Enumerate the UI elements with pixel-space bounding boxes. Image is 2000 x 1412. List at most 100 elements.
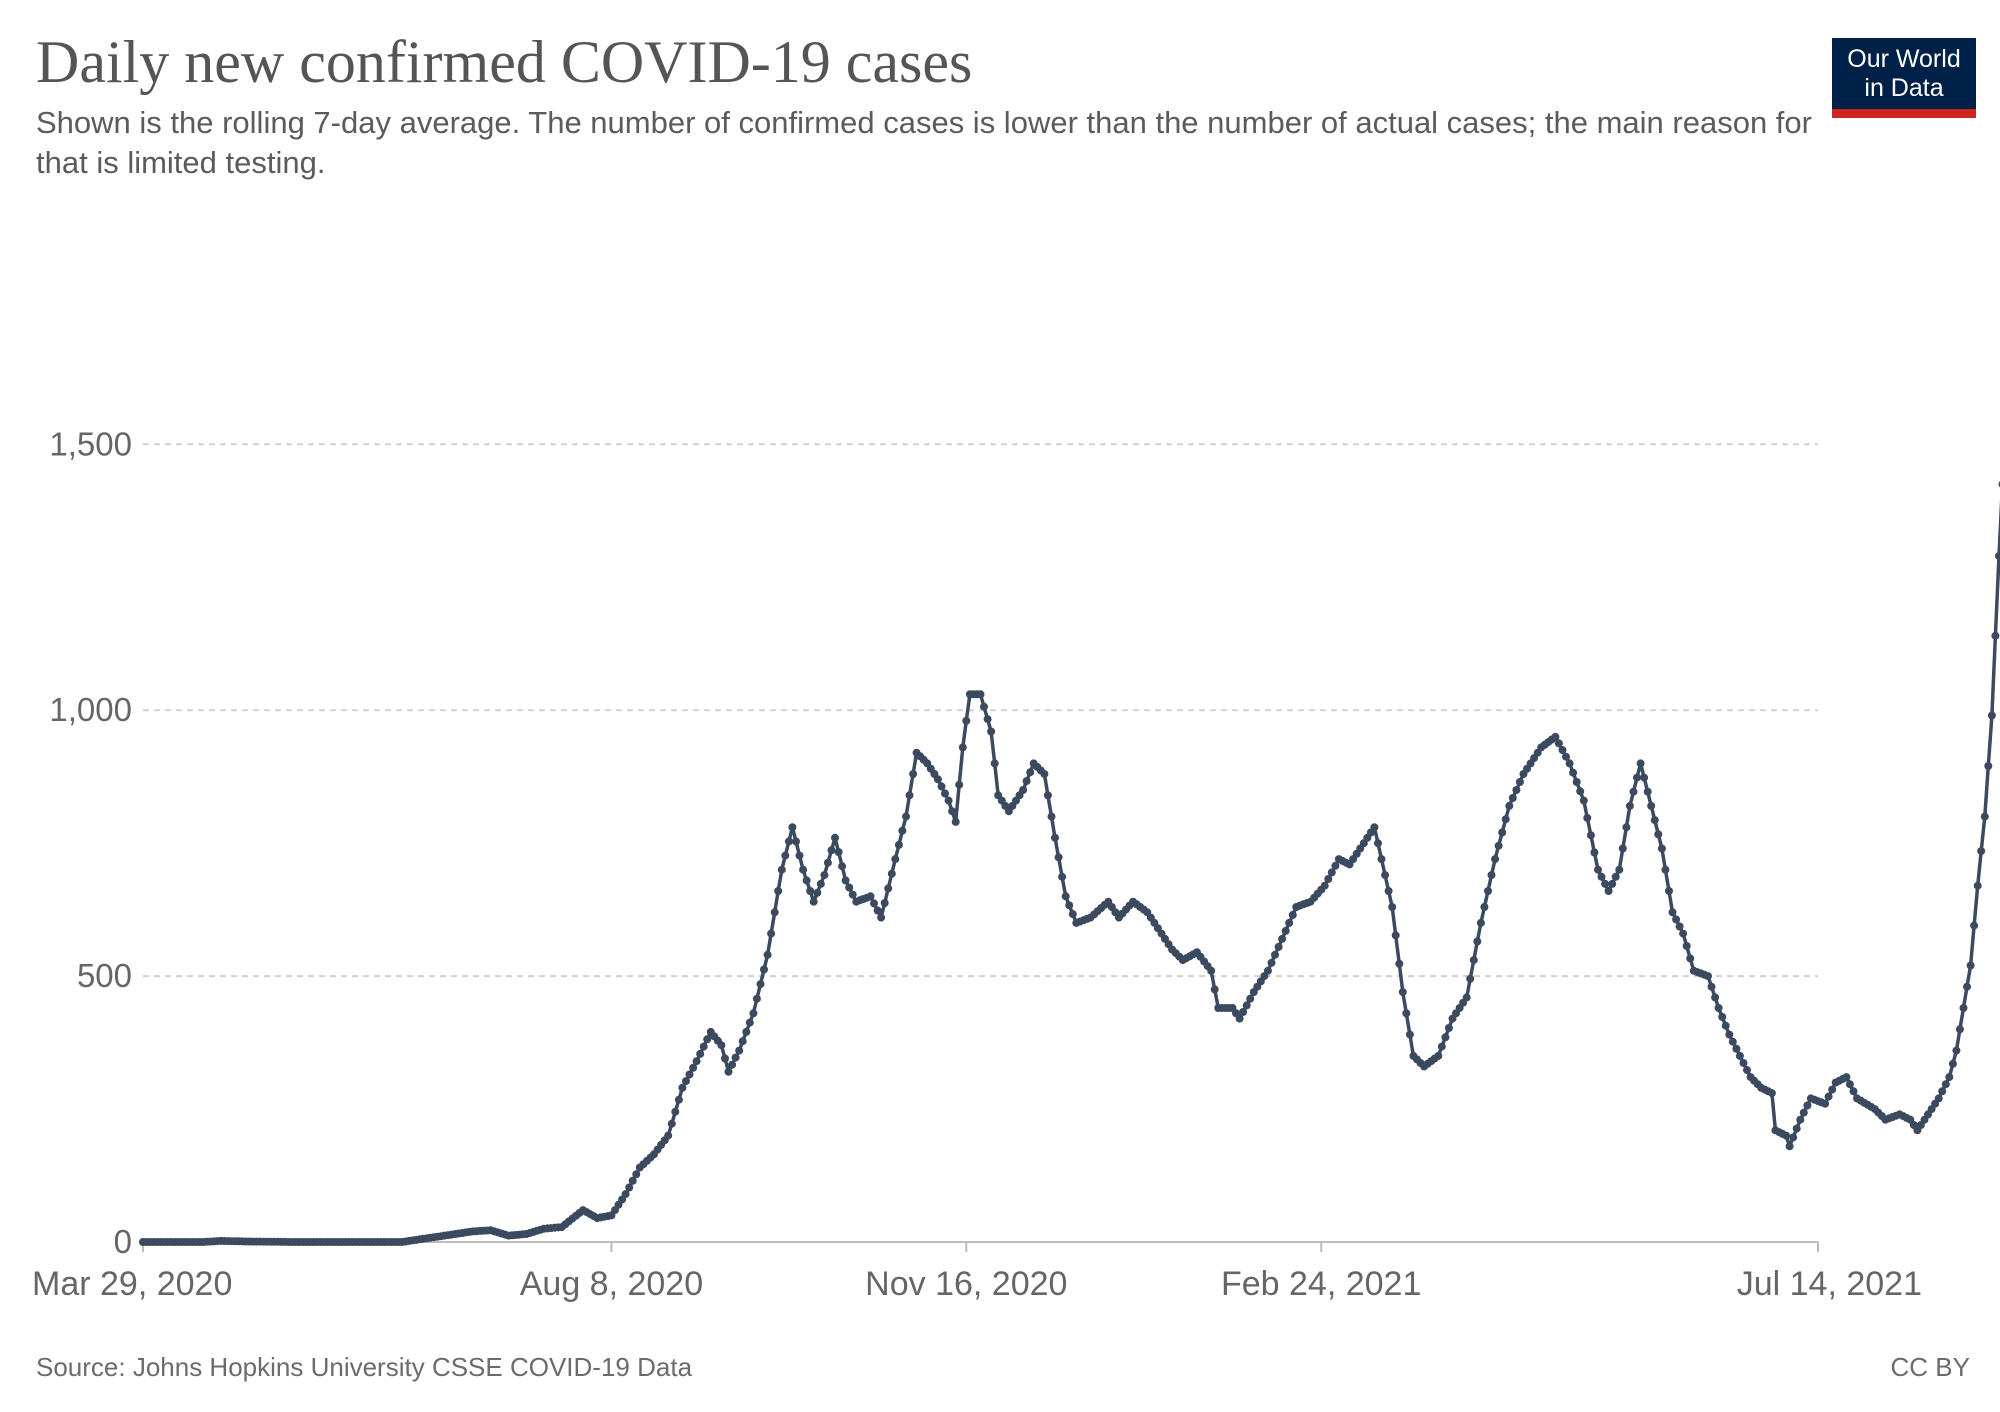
data-point — [1242, 1001, 1251, 1010]
y-axis: 0 500 1,000 1,500 — [49, 425, 132, 1260]
data-point — [1058, 872, 1067, 881]
data-point — [1263, 966, 1272, 975]
data-point — [987, 727, 996, 736]
data-point — [774, 887, 783, 895]
data-point — [749, 1009, 758, 1018]
data-point — [1246, 994, 1255, 1003]
data-point — [1633, 773, 1641, 782]
data-point — [1959, 1004, 1968, 1012]
data-point — [1480, 903, 1489, 911]
data-point — [777, 865, 786, 874]
data-point — [944, 796, 953, 805]
data-point — [1444, 1024, 1453, 1032]
data-point — [1622, 823, 1631, 832]
data-point — [1374, 839, 1382, 848]
data-point — [813, 888, 822, 897]
data-point — [1789, 1133, 1798, 1142]
data-point — [1022, 777, 1031, 786]
data-point — [721, 1054, 729, 1063]
data-point — [1331, 861, 1340, 870]
data-point — [1501, 815, 1510, 824]
data-point — [1210, 985, 1219, 994]
data-point — [1281, 926, 1290, 935]
data-point — [880, 899, 889, 907]
data-point — [1799, 1108, 1808, 1117]
data-point — [841, 876, 850, 885]
data-point — [756, 980, 765, 989]
data-point — [1324, 875, 1333, 883]
data-point — [1565, 759, 1574, 768]
data-point — [955, 780, 964, 789]
data-point — [1845, 1080, 1854, 1089]
data-point — [1473, 937, 1482, 946]
data-point — [1207, 966, 1216, 975]
data-point — [1395, 959, 1404, 968]
data-point — [887, 869, 896, 878]
data-point — [1995, 552, 2000, 560]
data-point — [1948, 1059, 1957, 1068]
data-point — [902, 812, 910, 821]
data-point — [1469, 956, 1478, 965]
data-point — [724, 1067, 733, 1076]
license-link[interactable]: CC BY — [1890, 1352, 1970, 1382]
series-layer: Libya — [139, 481, 2000, 1246]
data-point — [980, 702, 988, 711]
data-point — [1398, 988, 1407, 997]
data-point — [1597, 872, 1606, 881]
data-point — [802, 876, 811, 885]
data-point — [1984, 762, 1993, 770]
data-point — [1487, 871, 1496, 880]
data-point — [1320, 881, 1329, 890]
data-point — [1562, 752, 1570, 761]
data-point — [1384, 887, 1393, 895]
data-point — [760, 965, 768, 974]
data-point — [1629, 787, 1638, 796]
data-point — [1743, 1066, 1751, 1075]
data-point — [891, 855, 900, 864]
data-point — [664, 1131, 673, 1140]
data-point — [1665, 887, 1673, 895]
data-point — [1668, 908, 1677, 917]
data-point — [692, 1057, 701, 1066]
data-point — [909, 770, 918, 778]
y-tick-label: 500 — [77, 957, 132, 994]
data-point — [1611, 872, 1620, 881]
data-point — [1679, 929, 1688, 938]
data-point — [958, 743, 967, 752]
data-point — [621, 1190, 630, 1199]
data-point — [1718, 1012, 1727, 1021]
data-point — [1987, 711, 1996, 720]
data-point — [1512, 786, 1521, 794]
data-point — [1650, 816, 1659, 825]
data-point — [781, 851, 790, 860]
data-point — [976, 690, 985, 699]
data-point — [1494, 841, 1503, 850]
data-point — [809, 897, 818, 906]
data-point — [1040, 770, 1049, 778]
data-point — [1239, 1008, 1248, 1016]
data-point — [1572, 778, 1581, 786]
data-point — [806, 887, 815, 895]
data-point — [1973, 881, 1982, 890]
data-point — [1576, 787, 1585, 796]
data-point — [1796, 1115, 1805, 1124]
data-point — [728, 1060, 737, 1069]
data-point — [1370, 823, 1379, 832]
data-point — [1767, 1089, 1776, 1098]
data-point — [1285, 918, 1294, 927]
data-point — [1991, 631, 2000, 640]
data-point — [816, 879, 825, 888]
data-point — [905, 791, 914, 800]
data-point — [671, 1107, 680, 1116]
owid-logo[interactable]: Our World in Data — [1832, 38, 1976, 118]
x-tick-label: Aug 8, 2020 — [520, 1265, 703, 1303]
data-point — [1388, 903, 1397, 911]
data-point — [1686, 954, 1695, 963]
data-point — [823, 858, 832, 867]
data-point — [1970, 921, 1979, 930]
logo-line-1: Our World — [1847, 45, 1961, 73]
data-point — [1377, 855, 1386, 864]
y-tick-label: 1,500 — [49, 425, 132, 462]
data-point — [1047, 812, 1056, 821]
